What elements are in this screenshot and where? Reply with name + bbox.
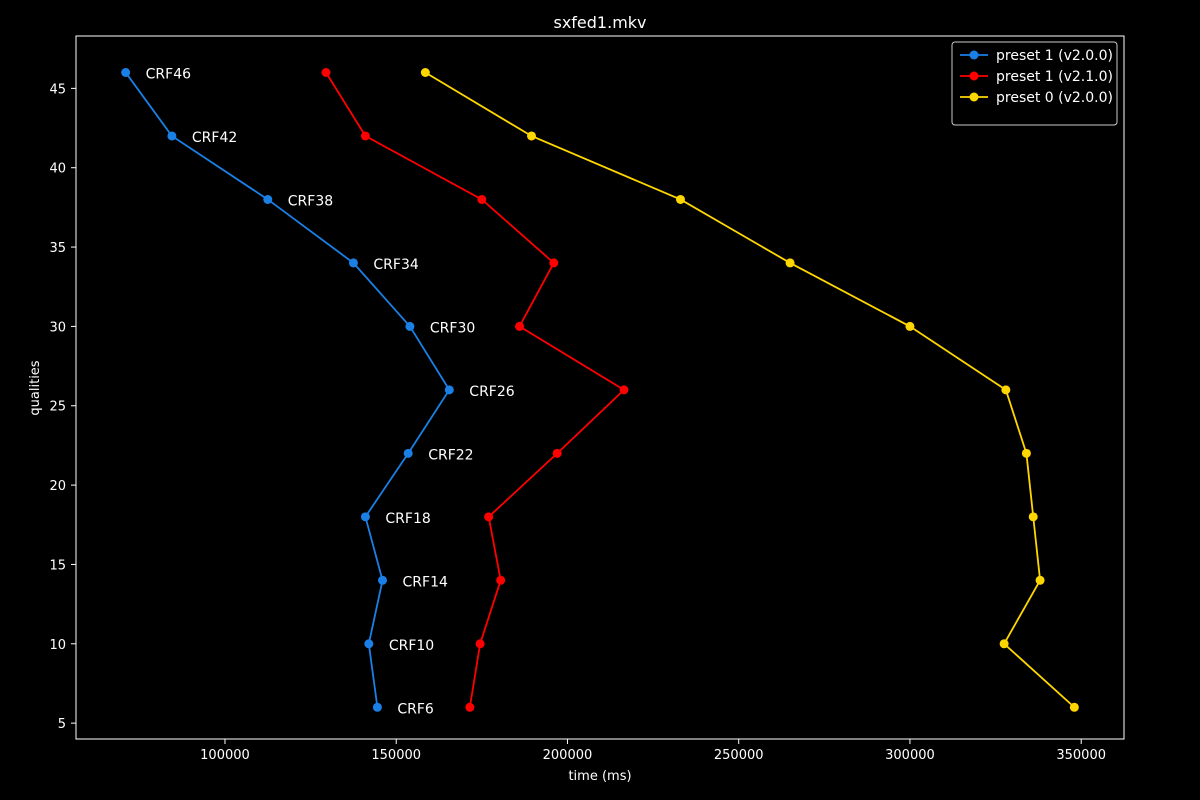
point-annotation: CRF14	[403, 574, 448, 590]
data-point	[477, 194, 487, 204]
legend-swatch-marker	[969, 50, 979, 60]
data-point	[484, 512, 494, 522]
y-tick-label: 35	[49, 241, 66, 256]
data-point	[1021, 448, 1031, 458]
y-tick-label: 10	[49, 638, 66, 653]
point-annotation: CRF6	[397, 701, 434, 717]
legend-box	[951, 41, 1118, 126]
y-tick-label: 30	[49, 320, 66, 335]
data-point	[675, 194, 685, 204]
data-point	[167, 131, 177, 141]
legend-label: preset 1 (v2.1.0)	[996, 69, 1113, 85]
point-annotation: CRF30	[430, 320, 475, 336]
data-point	[527, 131, 537, 141]
legend: preset 1 (v2.0.0) preset 1 (v2.1.0) preset…	[951, 41, 1118, 126]
data-point	[348, 258, 358, 268]
plot-area	[75, 35, 1125, 740]
point-annotation: CRF18	[385, 511, 430, 527]
data-point	[999, 639, 1009, 649]
data-point	[1035, 575, 1045, 585]
data-point	[263, 194, 273, 204]
point-annotation: CRF26	[469, 384, 514, 400]
annotation-layer: CRF46 CRF42 CRF38 CRF34 CRF30 CRF26 CRF22 CRF18…	[146, 66, 515, 717]
y-tick-label: 25	[49, 400, 66, 415]
x-tick-label: 250000	[714, 748, 764, 763]
x-tick-label: 100000	[200, 748, 250, 763]
data-point	[378, 575, 388, 585]
y-tick-label: 15	[49, 558, 66, 573]
y-tick-label: 5	[58, 717, 66, 732]
chart-title: sxfed1.mkv	[553, 13, 646, 32]
point-annotation: CRF22	[428, 447, 473, 463]
data-point	[364, 639, 374, 649]
legend-swatch-marker	[969, 92, 979, 102]
series-layer	[121, 67, 1079, 712]
data-point	[1069, 702, 1079, 712]
series-1	[121, 67, 454, 712]
y-tick-label: 45	[49, 82, 66, 97]
data-point	[1028, 512, 1038, 522]
legend-item: preset 1 (v2.0.0)	[960, 48, 1113, 64]
data-point	[405, 321, 415, 331]
y-tick-label: 40	[49, 162, 66, 177]
data-point	[905, 321, 915, 331]
series-2	[321, 67, 629, 712]
x-tick-label: 200000	[543, 748, 593, 763]
x-tick-label: 300000	[885, 748, 935, 763]
data-point	[360, 131, 370, 141]
data-point	[552, 448, 562, 458]
y-axis-label: qualities	[28, 360, 43, 415]
legend-label: preset 0 (v2.0.0)	[996, 90, 1113, 106]
data-point	[420, 67, 430, 77]
data-point	[515, 321, 525, 331]
x-axis-label: time (ms)	[568, 769, 631, 784]
data-point	[619, 385, 629, 395]
data-point	[403, 448, 413, 458]
point-annotation: CRF42	[192, 130, 237, 146]
point-annotation: CRF34	[373, 257, 418, 273]
data-point	[372, 702, 382, 712]
point-annotation: CRF10	[389, 638, 434, 654]
y-axis: 5 10 15 20 25 30 35 40 45	[49, 82, 76, 732]
data-point	[121, 67, 131, 77]
data-point	[444, 385, 454, 395]
legend-label: preset 1 (v2.0.0)	[996, 48, 1113, 64]
point-annotation: CRF46	[146, 66, 191, 82]
y-tick-label: 20	[49, 479, 66, 494]
data-point	[496, 575, 506, 585]
x-axis: 100000 150000 200000 250000 300000 350000	[200, 739, 1106, 763]
data-point	[549, 258, 559, 268]
data-point	[1001, 385, 1011, 395]
legend-item: preset 1 (v2.1.0)	[960, 69, 1113, 85]
data-point	[360, 512, 370, 522]
data-point	[785, 258, 795, 268]
x-tick-label: 150000	[371, 748, 421, 763]
data-point	[465, 702, 475, 712]
legend-swatch-marker	[969, 71, 979, 81]
x-tick-label: 350000	[1056, 748, 1106, 763]
data-point	[321, 67, 331, 77]
data-point	[475, 639, 485, 649]
legend-item: preset 0 (v2.0.0)	[960, 90, 1113, 106]
series-3	[420, 67, 1079, 712]
point-annotation: CRF38	[288, 193, 333, 209]
